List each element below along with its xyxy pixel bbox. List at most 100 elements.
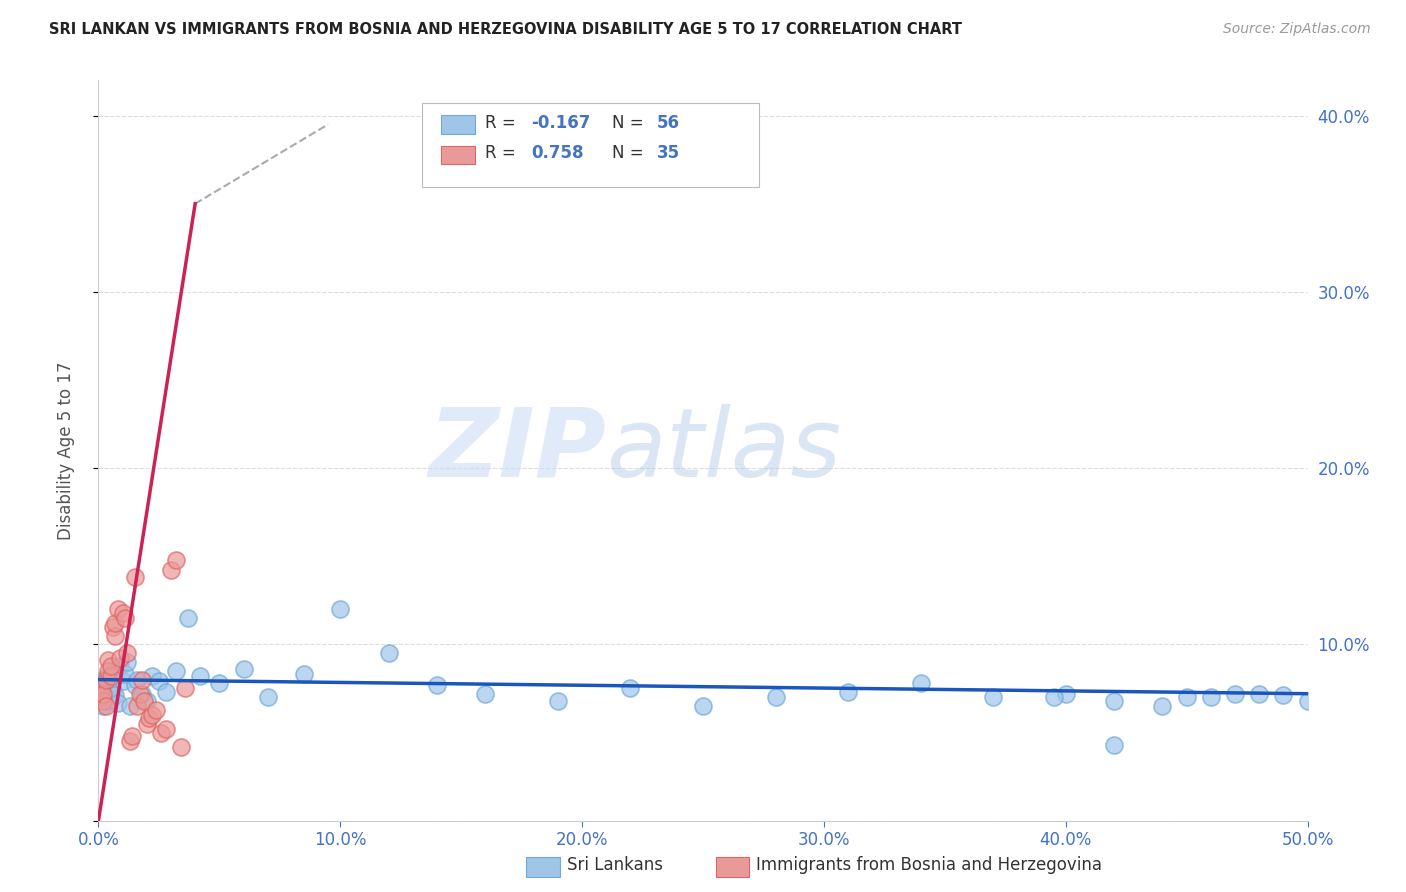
Point (188, 669, 211, 683)
Text: 0.758: 0.758 (531, 145, 583, 162)
Text: N =: N = (612, 145, 648, 162)
Point (232, 662, 254, 676)
Point (111, 674, 134, 689)
Point (100, 669, 122, 683)
Point (117, 646, 139, 660)
Text: -0.167: -0.167 (531, 114, 591, 132)
Point (910, 676, 932, 690)
Point (547, 694, 569, 708)
Text: 56: 56 (657, 114, 679, 132)
Point (134, 694, 156, 708)
Point (169, 739, 191, 754)
Point (155, 722, 177, 736)
Point (94, 699, 117, 714)
Point (138, 711, 160, 725)
Point (131, 687, 153, 701)
Point (148, 674, 170, 689)
Point (377, 646, 399, 660)
Point (97, 669, 120, 683)
Point (981, 690, 1004, 705)
Point (100, 676, 122, 690)
Point (91, 687, 114, 701)
Text: R =: R = (485, 145, 522, 162)
Point (692, 699, 714, 714)
Point (101, 620, 124, 634)
Point (114, 667, 136, 681)
Point (127, 673, 149, 687)
Point (165, 553, 187, 567)
Point (1042, 690, 1064, 705)
Point (91, 694, 114, 708)
Point (90, 690, 112, 705)
Point (1175, 690, 1198, 705)
Point (90, 681, 112, 696)
Point (90, 690, 112, 705)
Point (108, 651, 131, 665)
Point (1102, 694, 1125, 708)
Point (94, 673, 117, 687)
Text: SRI LANKAN VS IMMIGRANTS FROM BOSNIA AND HERZEGOVINA DISABILITY AGE 5 TO 17 CORR: SRI LANKAN VS IMMIGRANTS FROM BOSNIA AND… (49, 22, 962, 37)
Text: R =: R = (485, 114, 522, 132)
Point (1272, 689, 1295, 703)
Point (765, 690, 787, 705)
Point (121, 729, 143, 743)
Point (619, 681, 641, 696)
Point (100, 658, 122, 673)
Text: N =: N = (612, 114, 648, 132)
Text: Sri Lankans: Sri Lankans (567, 856, 662, 874)
Point (124, 678, 146, 692)
Point (97, 664, 120, 678)
Text: Immigrants from Bosnia and Herzegovina: Immigrants from Bosnia and Herzegovina (756, 856, 1102, 874)
Point (108, 658, 131, 673)
Point (292, 667, 315, 681)
Point (101, 683, 124, 698)
Point (91, 687, 114, 701)
Point (91, 673, 114, 687)
Point (165, 664, 187, 678)
Point (131, 673, 153, 687)
Text: Source: ZipAtlas.com: Source: ZipAtlas.com (1223, 22, 1371, 37)
Point (104, 689, 127, 703)
Point (145, 703, 167, 717)
Point (1054, 687, 1077, 701)
Point (837, 685, 859, 699)
Point (150, 725, 173, 739)
Point (97, 653, 120, 667)
Point (174, 681, 197, 696)
Point (329, 602, 352, 616)
Point (1199, 690, 1222, 705)
Point (118, 734, 141, 748)
Point (97, 680, 120, 694)
Point (100, 692, 122, 706)
Point (135, 694, 157, 708)
Point (117, 655, 139, 669)
Point (1223, 687, 1246, 701)
Point (104, 616, 127, 631)
Point (107, 602, 129, 616)
Point (94, 694, 117, 708)
Text: atlas: atlas (606, 404, 841, 497)
Point (111, 606, 134, 620)
Point (1102, 738, 1125, 752)
Point (135, 716, 157, 731)
Point (177, 611, 200, 625)
Point (1152, 699, 1174, 714)
Point (1296, 694, 1319, 708)
Point (474, 687, 496, 701)
Point (91, 699, 114, 714)
Point (141, 707, 163, 722)
Point (1249, 687, 1271, 701)
Point (114, 611, 136, 625)
Point (90, 681, 112, 696)
Text: 35: 35 (657, 145, 679, 162)
Point (124, 570, 146, 584)
Point (128, 687, 150, 701)
Point (104, 664, 127, 678)
Point (160, 563, 183, 577)
Point (104, 628, 127, 642)
Y-axis label: Disability Age 5 to 17: Disability Age 5 to 17 (56, 361, 75, 540)
Point (94, 676, 117, 690)
Point (208, 676, 231, 690)
Point (426, 678, 449, 692)
Point (155, 685, 177, 699)
